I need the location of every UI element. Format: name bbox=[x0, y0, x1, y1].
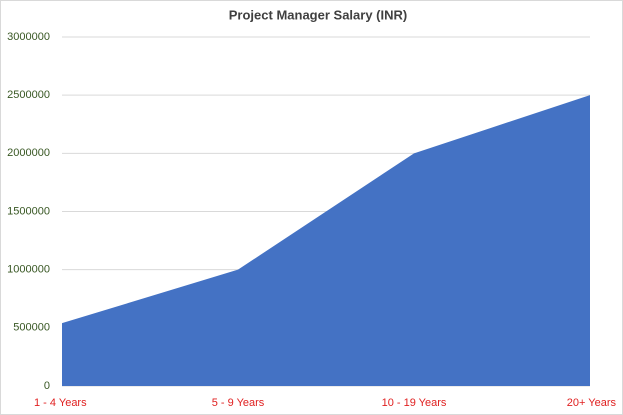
y-tick-label: 1500000 bbox=[7, 205, 50, 217]
y-tick-label: 3000000 bbox=[7, 31, 50, 43]
x-tick-label: 20+ Years bbox=[567, 397, 617, 409]
y-tick-label: 500000 bbox=[13, 322, 50, 334]
y-tick-label: 1000000 bbox=[7, 264, 50, 276]
x-tick-label: 5 - 9 Years bbox=[212, 397, 265, 409]
x-tick-label: 1 - 4 Years bbox=[34, 397, 87, 409]
y-tick-label: 0 bbox=[44, 380, 50, 392]
chart-title: Project Manager Salary (INR) bbox=[229, 7, 407, 22]
y-tick-label: 2500000 bbox=[7, 89, 50, 101]
x-tick-label: 10 - 19 Years bbox=[382, 397, 447, 409]
area bbox=[62, 95, 590, 387]
y-tick-label: 2000000 bbox=[7, 147, 50, 159]
